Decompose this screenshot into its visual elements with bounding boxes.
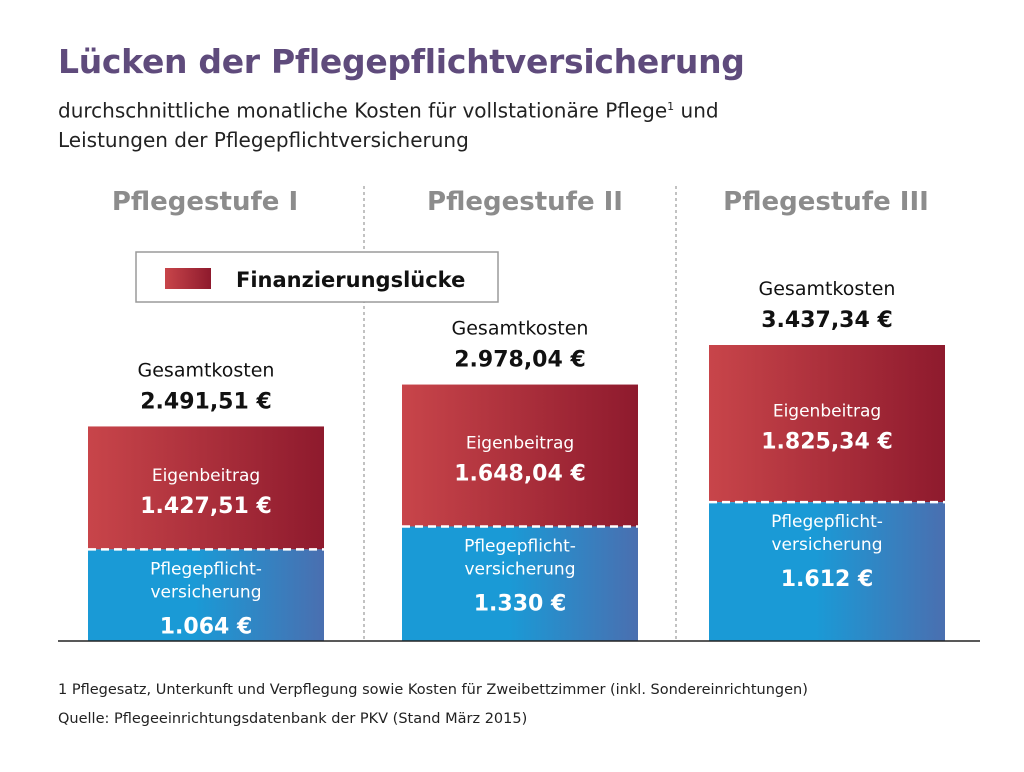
- legend-swatch: [165, 268, 211, 289]
- bar-pflegeversicherung-3: [709, 502, 945, 641]
- bar-pflegeversicherung-1: [88, 549, 324, 641]
- pflegeversicherung-value-2: 1.330 €: [474, 591, 567, 616]
- category-label-2: Pflegestufe II: [427, 187, 623, 217]
- eigenbeitrag-label-3: Eigenbeitrag: [773, 402, 881, 422]
- source-note: Quelle: Pflegeeinrichtungsdatenbank der …: [58, 711, 528, 727]
- category-label-3: Pflegestufe III: [723, 187, 929, 217]
- eigenbeitrag-label-1: Eigenbeitrag: [152, 466, 260, 486]
- category-label-1: Pflegestufe I: [112, 187, 298, 217]
- pflegeversicherung-label-b-2: versicherung: [465, 559, 576, 579]
- pflegeversicherung-label-b-1: versicherung: [151, 582, 262, 602]
- pflegeversicherung-value-3: 1.612 €: [781, 567, 874, 592]
- eigenbeitrag-label-2: Eigenbeitrag: [466, 434, 574, 454]
- bar-eigenbeitrag-1: [88, 426, 324, 550]
- total-label-3: Gesamtkosten: [759, 278, 896, 300]
- pflegeversicherung-label-a-1: Pflegepflicht-: [150, 559, 262, 579]
- chart-subtitle: durchschnittliche monatliche Kosten für …: [58, 92, 719, 155]
- eigenbeitrag-value-2: 1.648,04 €: [454, 462, 586, 487]
- subtitle-line1: durchschnittliche monatliche Kosten für …: [58, 98, 668, 123]
- pflegeversicherung-label-a-3: Pflegepflicht-: [771, 512, 883, 532]
- eigenbeitrag-value-3: 1.825,34 €: [761, 430, 893, 455]
- footnote-1: 1 Pflegesatz, Unterkunft und Verpflegung…: [58, 682, 808, 698]
- bar-pflegeversicherung-2: [402, 526, 638, 641]
- total-label-1: Gesamtkosten: [138, 359, 275, 381]
- eigenbeitrag-value-1: 1.427,51 €: [140, 494, 272, 519]
- legend-label: Finanzierungslücke: [236, 268, 465, 292]
- total-value-1: 2.491,51 €: [140, 389, 272, 414]
- pflegeversicherung-label-b-3: versicherung: [772, 535, 883, 555]
- chart-title: Lücken der Pflegepflichtversicherung: [58, 42, 745, 81]
- pflegeversicherung-label-a-2: Pflegepflicht-: [464, 536, 576, 556]
- total-value-3: 3.437,34 €: [761, 308, 893, 333]
- total-label-2: Gesamtkosten: [452, 318, 589, 340]
- bar-eigenbeitrag-3: [709, 345, 945, 503]
- subtitle-line1-end: und: [674, 98, 719, 123]
- footnote-marker: 1: [667, 100, 675, 113]
- subtitle-line2: Leistungen der Pflegepflichtversicherung: [58, 127, 469, 152]
- pflegeversicherung-value-1: 1.064 €: [160, 614, 253, 639]
- total-value-2: 2.978,04 €: [454, 348, 586, 373]
- bar-eigenbeitrag-2: [402, 384, 638, 527]
